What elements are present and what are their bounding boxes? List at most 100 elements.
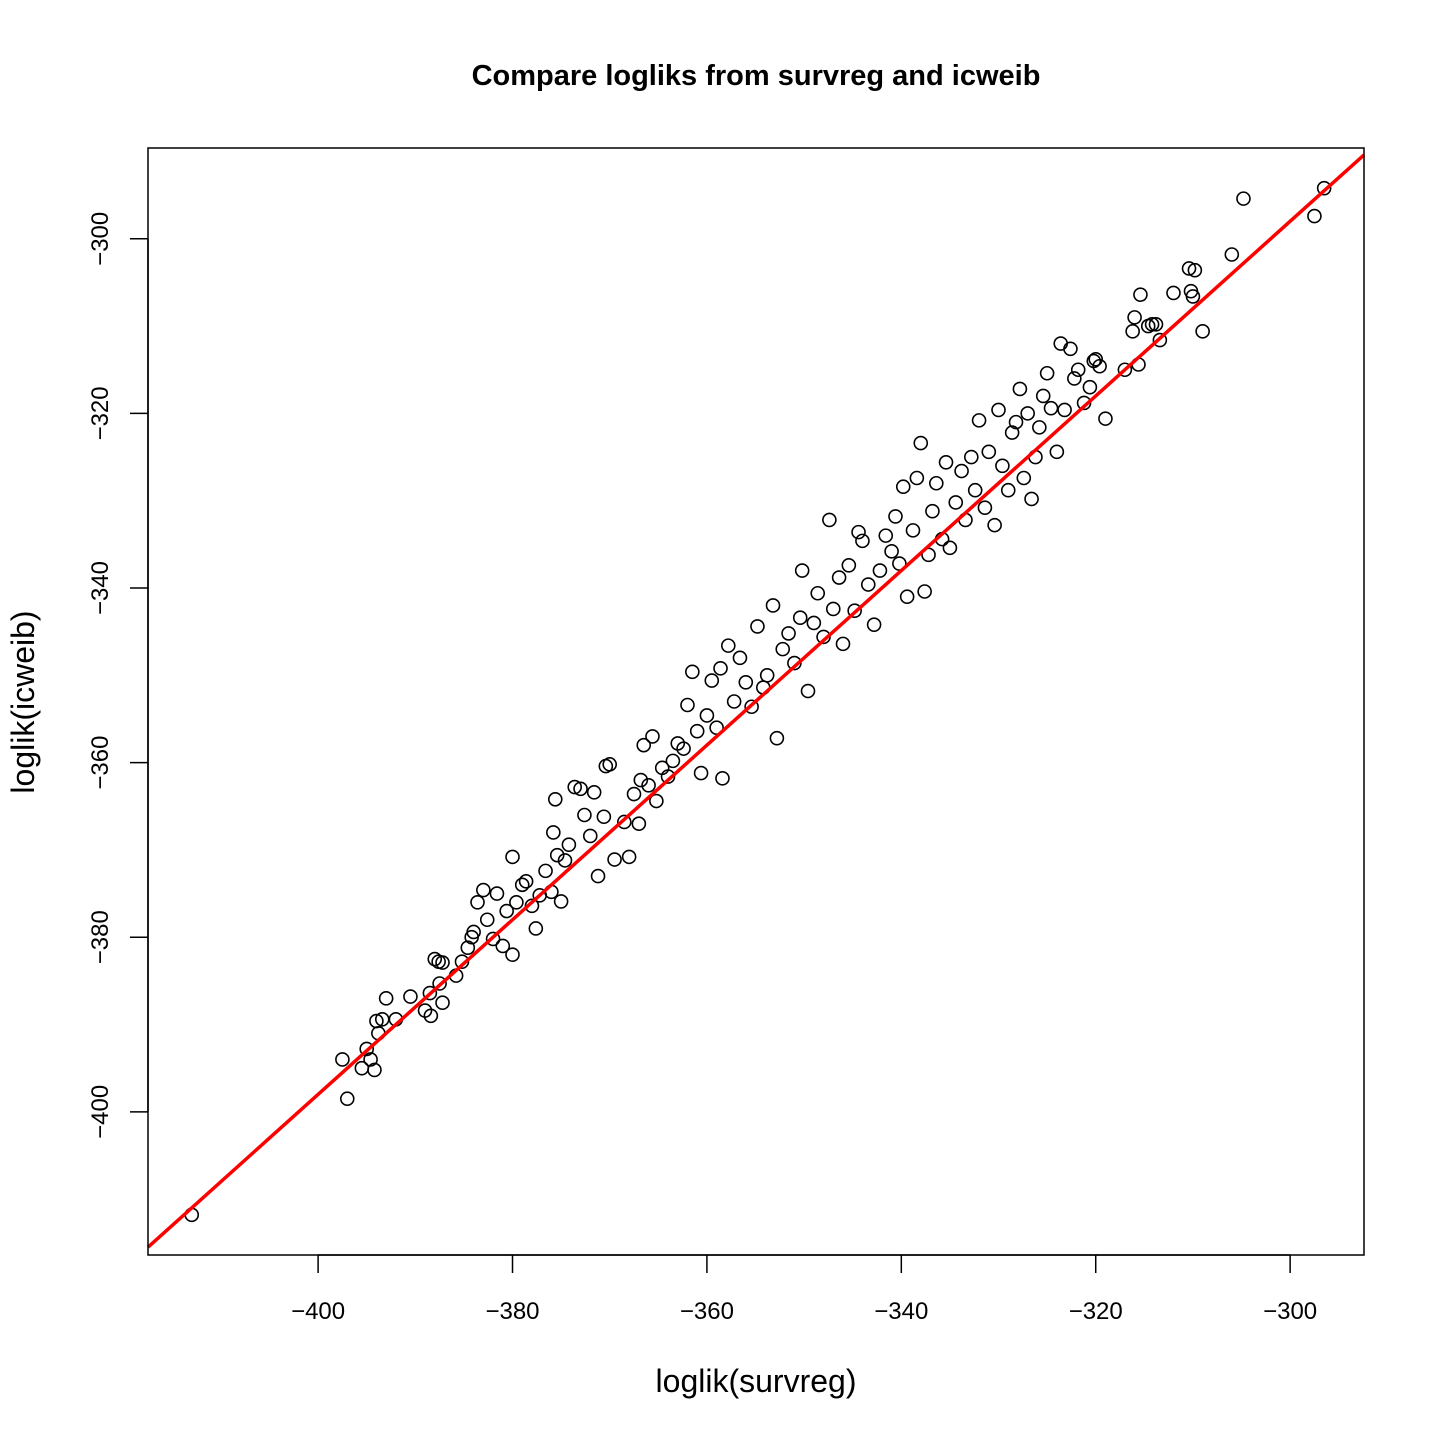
data-point	[567, 779, 583, 795]
data-point	[633, 772, 649, 788]
data-point	[528, 921, 544, 936]
data-point	[1053, 336, 1069, 351]
data-point	[631, 816, 647, 832]
data-point	[1039, 365, 1055, 381]
data-point	[460, 940, 476, 955]
data-point	[1236, 191, 1251, 206]
data-point	[744, 699, 759, 715]
data-point	[561, 837, 577, 852]
chart-title: Compare logliks from survreg and icweib	[472, 60, 1041, 92]
data-point	[1004, 425, 1020, 440]
data-point	[866, 617, 882, 632]
reference-line	[146, 153, 1366, 1249]
data-point	[626, 786, 642, 802]
data-point	[800, 683, 816, 699]
data-points	[184, 180, 1332, 1223]
data-point	[359, 1041, 375, 1057]
x-tick-label: −320	[1069, 1298, 1123, 1325]
data-point	[1070, 362, 1086, 378]
data-point	[432, 976, 447, 991]
data-point	[899, 589, 915, 605]
data-point	[977, 500, 993, 515]
data-point	[905, 523, 921, 538]
data-point	[713, 661, 728, 676]
data-point	[636, 737, 652, 753]
data-point	[403, 989, 418, 1004]
data-point	[423, 1008, 439, 1024]
data-point	[1152, 332, 1168, 348]
data-point	[738, 674, 754, 690]
data-point	[1067, 371, 1082, 386]
data-point	[427, 951, 443, 967]
data-point	[505, 849, 520, 865]
data-point	[641, 778, 656, 793]
data-point	[872, 563, 888, 578]
y-tick-label: −400	[87, 1085, 114, 1139]
data-point	[602, 757, 618, 772]
x-tick-label: −380	[485, 1298, 539, 1325]
data-point	[363, 1052, 378, 1067]
data-point	[847, 603, 862, 619]
data-point	[693, 765, 709, 781]
data-point	[806, 615, 822, 631]
data-point	[759, 668, 775, 683]
data-point	[466, 924, 481, 940]
data-point	[1008, 414, 1024, 430]
data-point	[553, 894, 569, 909]
data-point	[596, 809, 612, 825]
data-point	[938, 454, 954, 470]
data-point	[699, 708, 715, 723]
data-point	[715, 771, 730, 786]
data-point	[680, 697, 695, 713]
data-point	[909, 470, 925, 486]
data-point	[518, 874, 534, 889]
data-point	[577, 807, 592, 823]
data-point	[573, 781, 588, 797]
data-point	[917, 584, 932, 599]
data-point	[649, 793, 664, 809]
data-point	[514, 877, 530, 893]
data-point	[1195, 324, 1210, 339]
data-point	[971, 413, 987, 428]
data-point	[769, 730, 785, 746]
data-point	[335, 1052, 350, 1067]
data-point	[1063, 341, 1078, 357]
x-axis-label: loglik(survreg)	[656, 1363, 857, 1399]
data-point	[1224, 247, 1240, 262]
data-point	[1057, 402, 1072, 418]
data-point	[822, 512, 837, 528]
data-point	[590, 868, 606, 884]
reference-line-group	[146, 153, 1366, 1249]
data-point	[750, 619, 765, 634]
x-tick-label: −360	[680, 1298, 734, 1325]
data-point	[479, 912, 495, 928]
data-point	[1125, 324, 1140, 339]
data-point	[720, 638, 736, 653]
y-axis-label: loglik(icweib)	[5, 610, 41, 793]
data-point	[621, 849, 637, 865]
data-point	[825, 601, 841, 617]
data-point	[485, 931, 501, 947]
x-tick-label: −340	[874, 1298, 928, 1325]
data-point	[1133, 287, 1148, 302]
y-tick-label: −340	[87, 561, 114, 615]
data-point	[1316, 180, 1332, 196]
data-point	[435, 995, 450, 1010]
data-point	[732, 650, 748, 666]
y-tick-label: −320	[87, 386, 114, 440]
data-point	[665, 753, 681, 769]
data-point	[685, 664, 700, 680]
data-point	[1049, 444, 1065, 460]
data-point	[967, 482, 983, 498]
y-tick-label: −380	[87, 910, 114, 964]
data-point	[1035, 388, 1051, 404]
data-point	[499, 903, 514, 919]
data-point	[1307, 208, 1322, 224]
data-point	[851, 524, 866, 540]
data-point	[1016, 470, 1032, 486]
data-point	[339, 1091, 355, 1107]
data-point	[546, 825, 561, 840]
data-point	[489, 886, 505, 901]
data-point	[792, 610, 808, 625]
